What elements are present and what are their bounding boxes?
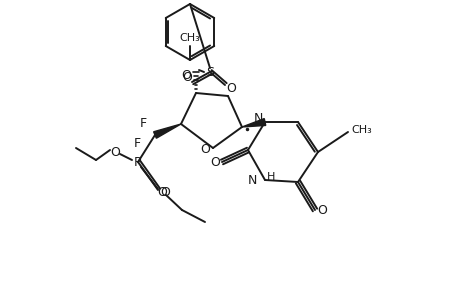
Text: N: N — [247, 173, 257, 187]
Text: CH₃: CH₃ — [350, 125, 371, 135]
Text: N: N — [253, 112, 263, 124]
Text: S: S — [206, 65, 213, 79]
Text: CH₃: CH₃ — [179, 33, 200, 43]
Text: O: O — [181, 68, 190, 82]
Polygon shape — [241, 118, 265, 127]
Text: O: O — [182, 70, 191, 83]
Text: O: O — [157, 185, 167, 199]
Text: O: O — [210, 155, 219, 169]
Text: O: O — [200, 142, 210, 155]
Text: P: P — [134, 155, 141, 169]
Text: O: O — [316, 203, 326, 217]
Text: F: F — [140, 116, 147, 130]
Text: O: O — [225, 82, 235, 94]
Text: F: F — [134, 136, 141, 149]
Polygon shape — [153, 124, 180, 138]
Text: O: O — [160, 187, 169, 200]
Text: H: H — [266, 172, 275, 182]
Text: O: O — [110, 146, 120, 158]
